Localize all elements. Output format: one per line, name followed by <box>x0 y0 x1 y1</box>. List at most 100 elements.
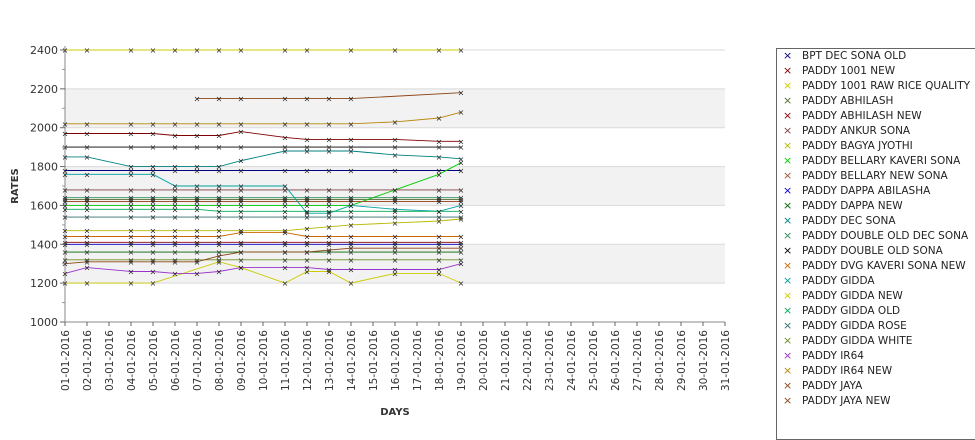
data-point: × <box>128 227 135 236</box>
data-point: × <box>216 163 223 172</box>
legend-item: × PADDY DOUBLE OLD DEC SONA <box>777 229 974 244</box>
data-point: × <box>238 207 245 216</box>
data-point: × <box>216 207 223 216</box>
legend-marker-icon: × <box>783 109 793 122</box>
data-point: × <box>304 248 311 257</box>
data-point: × <box>282 229 289 238</box>
data-point: × <box>304 166 311 175</box>
data-point: × <box>84 120 91 129</box>
data-point: × <box>128 248 135 257</box>
x-tick-label: 17-01-2016 <box>412 330 424 391</box>
x-tick-label: 30-01-2016 <box>698 330 710 391</box>
data-point: × <box>458 186 465 195</box>
y-tick-label: 2200 <box>30 83 58 96</box>
data-point: × <box>238 182 245 191</box>
data-point: × <box>238 213 245 222</box>
data-point: × <box>194 163 201 172</box>
data-point: × <box>62 198 69 207</box>
data-point: × <box>172 131 179 140</box>
data-point: × <box>348 244 355 253</box>
data-point: × <box>392 240 399 249</box>
data-point: × <box>84 205 91 214</box>
legend-label: PADDY GIDDA NEW <box>802 290 903 302</box>
legend-label: PADDY BAGYA JYOTHI <box>802 140 913 152</box>
grid-band <box>65 88 725 128</box>
data-point: × <box>326 201 333 210</box>
data-point: × <box>62 213 69 222</box>
data-point: × <box>216 131 223 140</box>
series-line <box>197 92 462 100</box>
data-point: × <box>194 182 201 191</box>
data-point: × <box>150 46 157 55</box>
series-line <box>65 162 462 206</box>
data-point: × <box>84 258 91 267</box>
data-point: × <box>326 194 333 203</box>
legend-marker-icon: × <box>783 49 793 62</box>
legend-label: PADDY BELLARY NEW SONA <box>802 170 948 182</box>
legend-label: PADDY DOUBLE OLD DEC SONA <box>802 230 969 242</box>
data-point: × <box>392 143 399 152</box>
data-point: × <box>238 227 245 236</box>
data-point: × <box>436 217 443 226</box>
data-point: × <box>348 238 355 247</box>
series-line <box>65 131 461 142</box>
data-point: × <box>238 201 245 210</box>
data-point: × <box>392 46 399 55</box>
data-point: × <box>392 205 399 214</box>
data-point: × <box>436 137 443 146</box>
data-point: × <box>194 269 201 278</box>
legend-marker-icon: × <box>783 259 793 272</box>
data-point: × <box>238 95 245 104</box>
data-point: × <box>304 120 311 129</box>
data-point: × <box>150 279 157 288</box>
data-point: × <box>84 248 91 257</box>
data-point: × <box>458 240 465 249</box>
data-point: × <box>458 201 465 210</box>
data-point: × <box>392 238 399 247</box>
data-point: × <box>348 221 355 230</box>
data-point: × <box>458 260 465 269</box>
legend-label: PADDY GIDDA <box>802 275 875 287</box>
data-point: × <box>282 264 289 273</box>
legend-item: × PADDY DVG KAVERI SONA NEW <box>777 259 974 274</box>
data-point: × <box>458 215 465 224</box>
data-point: × <box>392 248 399 257</box>
data-point: × <box>128 196 135 205</box>
data-point: × <box>326 248 333 257</box>
legend-marker-icon: × <box>783 64 793 77</box>
legend-item: × PADDY JAYA NEW <box>777 394 974 409</box>
data-point: × <box>84 46 91 55</box>
data-point: × <box>62 166 69 175</box>
x-tick-label: 24-01-2016 <box>566 330 578 391</box>
data-point: × <box>392 196 399 205</box>
data-point: × <box>62 170 69 179</box>
data-point: × <box>282 166 289 175</box>
data-point: × <box>62 194 69 203</box>
y-tick-label: 1000 <box>30 316 58 329</box>
data-point: × <box>84 153 91 162</box>
data-point: × <box>238 198 245 207</box>
data-point: × <box>348 135 355 144</box>
data-point: × <box>150 258 157 267</box>
data-point: × <box>282 256 289 265</box>
series-line <box>65 218 462 232</box>
data-point: × <box>326 238 333 247</box>
legend-item: × PADDY 1001 NEW <box>777 64 974 79</box>
data-point: × <box>62 130 69 139</box>
data-point: × <box>282 198 289 207</box>
data-point: × <box>304 46 311 55</box>
x-tick-label: 02-01-2016 <box>82 330 94 391</box>
data-point: × <box>304 240 311 249</box>
series-line <box>65 173 462 214</box>
data-point: × <box>150 170 157 179</box>
data-point: × <box>304 196 311 205</box>
data-point: × <box>62 248 69 257</box>
data-point: × <box>128 166 135 175</box>
data-point: × <box>150 201 157 210</box>
data-point: × <box>392 219 399 228</box>
data-point: × <box>348 256 355 265</box>
data-point: × <box>304 143 311 152</box>
data-point: × <box>216 227 223 236</box>
x-tick-label: 15-01-2016 <box>368 330 380 391</box>
data-point: × <box>84 233 91 242</box>
